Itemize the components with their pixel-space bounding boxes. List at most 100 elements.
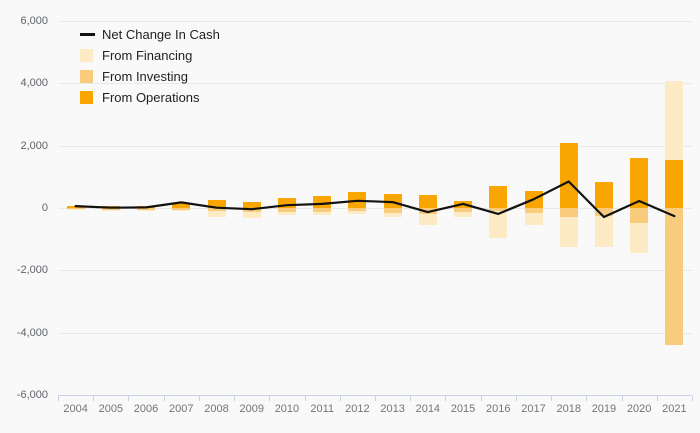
bar-segment-from-financing-2019[interactable] — [594, 215, 613, 248]
x-axis-year-label: 2014 — [415, 403, 441, 415]
x-axis-year-label: 2017 — [521, 403, 546, 415]
bar-segment-from-operations-2013[interactable] — [383, 193, 402, 208]
x-axis-tick — [198, 396, 200, 401]
x-axis-tick — [551, 396, 553, 401]
x-axis-tick — [621, 396, 623, 401]
bar-segment-from-investing-2019[interactable] — [594, 208, 613, 216]
bar-segment-from-financing-2014[interactable] — [418, 213, 437, 225]
y-axis-tick-label: -6,000 — [16, 389, 48, 401]
bar-segment-from-investing-2021[interactable] — [665, 208, 684, 346]
x-axis-year-label: 2011 — [310, 403, 334, 415]
x-axis-year-label: 2020 — [626, 403, 652, 415]
legend-item-net-change-in-cash[interactable]: Net Change In Cash — [80, 24, 220, 45]
x-axis-year-label: 2019 — [591, 403, 617, 415]
bar-segment-from-financing-2004[interactable] — [66, 208, 85, 210]
bar-segment-from-operations-2019[interactable] — [594, 181, 613, 208]
gridline — [58, 145, 692, 147]
legend-item-from-financing[interactable]: From Financing — [80, 45, 220, 66]
legend-item-from-investing[interactable]: From Investing — [80, 66, 220, 87]
bar-segment-from-financing-2016[interactable] — [489, 211, 508, 238]
bar-segment-from-operations-2020[interactable] — [630, 158, 649, 208]
bar-segment-from-operations-2021[interactable] — [665, 160, 684, 208]
chart-legend: Net Change In Cash From Financing From I… — [80, 24, 220, 108]
investing-swatch-icon — [80, 70, 93, 83]
bar-segment-from-operations-2018[interactable] — [559, 143, 578, 208]
legend-label: From Investing — [102, 69, 188, 84]
x-axis-tick — [128, 396, 130, 401]
bar-segment-from-operations-2016[interactable] — [489, 185, 508, 208]
x-axis-tick — [410, 396, 412, 401]
x-axis-tick — [515, 396, 517, 401]
legend-item-from-operations[interactable]: From Operations — [80, 87, 220, 108]
x-axis-year-label: 2004 — [63, 403, 88, 415]
y-axis-tick-label: 6,000 — [20, 15, 48, 27]
x-axis-year-label: 2009 — [239, 403, 264, 415]
bar-segment-from-financing-2007[interactable] — [172, 209, 191, 212]
x-axis-year-label: 2018 — [556, 403, 581, 415]
x-axis-tick — [163, 396, 165, 401]
bar-segment-from-operations-2011[interactable] — [313, 195, 332, 208]
bar-segment-from-financing-2008[interactable] — [207, 211, 226, 218]
bar-segment-from-financing-2012[interactable] — [348, 211, 367, 214]
legend-label: Net Change In Cash — [102, 27, 220, 42]
bar-segment-from-operations-2010[interactable] — [277, 198, 296, 208]
y-axis-tick-label: -4,000 — [16, 326, 48, 339]
x-axis-tick — [234, 396, 236, 401]
bar-segment-from-investing-2018[interactable] — [559, 208, 578, 218]
bar-segment-from-financing-2006[interactable] — [137, 209, 156, 211]
bar-segment-from-financing-2013[interactable] — [383, 212, 402, 218]
y-axis-tick-label: -2,000 — [16, 264, 48, 277]
x-axis-tick — [480, 396, 482, 401]
gridline — [58, 83, 692, 85]
x-axis-tick — [339, 396, 341, 401]
bar-segment-from-operations-2015[interactable] — [454, 200, 473, 208]
x-axis-tick — [304, 396, 306, 401]
bar-segment-from-financing-2015[interactable] — [454, 212, 473, 218]
bar-segment-from-investing-2020[interactable] — [630, 208, 649, 223]
gridline — [58, 270, 692, 272]
bar-segment-from-financing-2018[interactable] — [559, 217, 578, 248]
x-axis-year-label: 2006 — [133, 403, 159, 415]
x-axis-year-label: 2005 — [98, 403, 124, 415]
bar-segment-from-operations-2014[interactable] — [418, 194, 437, 208]
y-axis-tick-label: 4,000 — [20, 77, 48, 90]
line-swatch-icon — [80, 33, 95, 36]
x-axis-tick — [586, 396, 588, 401]
bar-segment-from-financing-2009[interactable] — [242, 211, 261, 218]
bar-segment-from-financing-2017[interactable] — [524, 212, 543, 226]
financing-swatch-icon — [80, 49, 93, 62]
y-axis-tick-label: 2,000 — [20, 139, 48, 152]
x-axis-tick — [445, 396, 447, 401]
bar-segment-from-operations-2017[interactable] — [524, 190, 543, 208]
x-axis-year-label: 2007 — [169, 403, 194, 415]
x-axis-year-label: 2010 — [274, 403, 300, 415]
x-axis-year-label: 2012 — [345, 403, 370, 415]
bar-segment-from-operations-2012[interactable] — [348, 192, 367, 208]
bar-segment-from-financing-2005[interactable] — [101, 209, 120, 211]
bar-segment-from-operations-2008[interactable] — [207, 199, 226, 208]
bar-segment-from-financing-2021[interactable] — [665, 80, 684, 160]
x-axis-year-label: 2008 — [204, 403, 229, 415]
x-axis-tick — [58, 396, 59, 401]
x-axis-tick — [93, 396, 95, 401]
y-axis-tick-label: 0 — [41, 202, 48, 214]
x-axis-tick — [656, 396, 658, 401]
legend-label: From Operations — [102, 90, 200, 105]
gridline — [58, 21, 692, 22]
bar-segment-from-financing-2011[interactable] — [313, 212, 332, 216]
x-axis-year-label: 2013 — [380, 403, 405, 415]
x-axis-year-label: 2015 — [450, 403, 476, 415]
x-axis-tick — [269, 396, 271, 401]
x-axis-year-label: 2021 — [662, 403, 687, 415]
x-axis-year-label: 2016 — [486, 403, 511, 415]
bar-segment-from-financing-2020[interactable] — [630, 222, 649, 253]
gridline — [58, 332, 692, 334]
x-axis-tick — [692, 396, 693, 401]
legend-label: From Financing — [102, 48, 193, 63]
bar-segment-from-financing-2010[interactable] — [277, 211, 296, 216]
x-axis-tick — [375, 396, 376, 401]
x-axis-line — [58, 395, 692, 396]
operations-swatch-icon — [80, 91, 93, 104]
net-change-in-cash-line — [74, 180, 676, 219]
